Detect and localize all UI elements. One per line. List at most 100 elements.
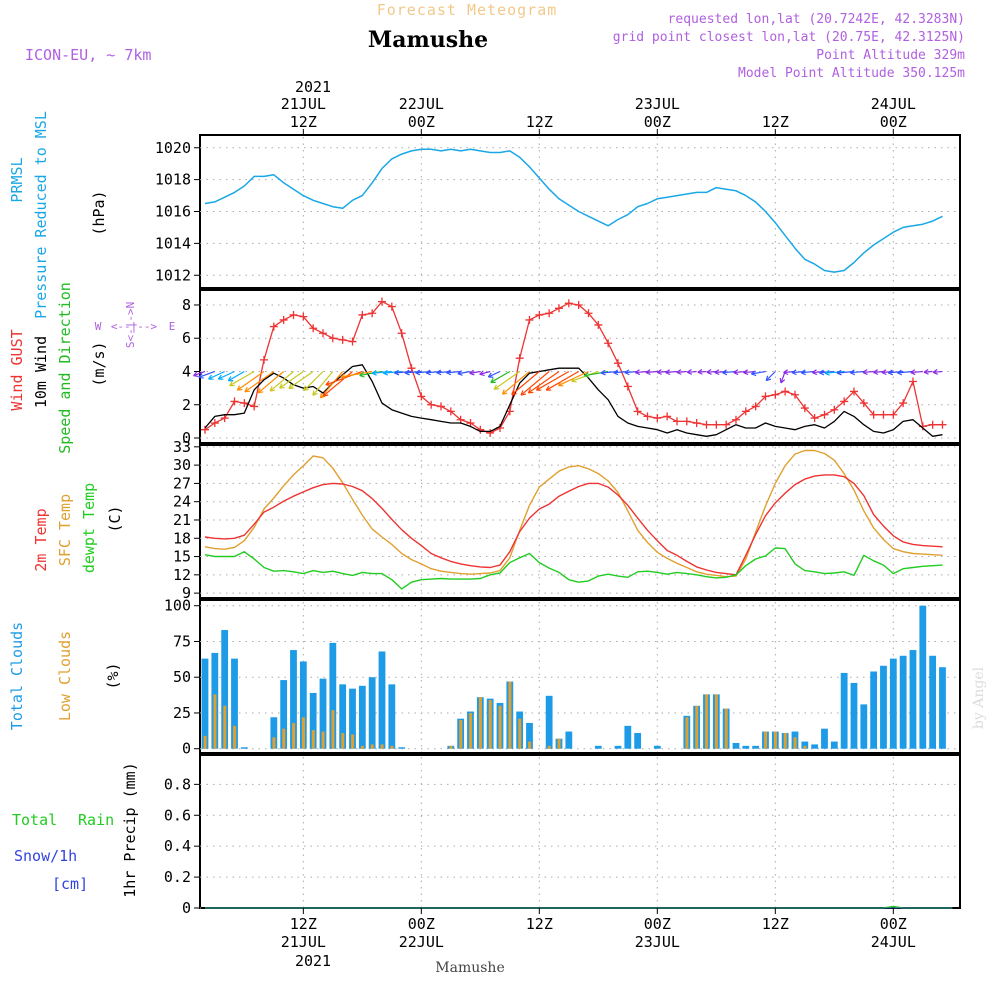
total-cloud-bar	[919, 605, 927, 749]
wind-dir-arrow	[237, 370, 265, 391]
wind-dir-arrowhead	[836, 369, 842, 376]
wind-dir-arrow	[303, 371, 324, 391]
gust-marker	[938, 420, 947, 429]
top-day-label: 23JUL	[635, 95, 680, 113]
wind-dir-arrowhead	[765, 375, 772, 382]
wind-dir-arrow	[812, 370, 825, 374]
gust-marker	[859, 399, 868, 408]
low-cloud-bar	[282, 728, 286, 749]
bottom-day-label: 24JUL	[871, 933, 916, 951]
y-tick-label: 1016	[155, 203, 191, 221]
gust-marker	[574, 300, 583, 309]
gust-marker	[269, 322, 278, 331]
wind-dir-arrow	[687, 370, 697, 373]
wind-dir-arrow	[208, 370, 225, 380]
wind-dir-arrowhead	[446, 369, 452, 376]
low-cloud-bar	[203, 735, 207, 749]
wind-dir-arrow	[897, 370, 914, 374]
total-cloud-bar	[349, 688, 356, 749]
wind-dir-arrowhead	[613, 369, 619, 376]
wind-panel-frame	[199, 289, 961, 444]
gust-marker	[820, 410, 829, 419]
cloud-label-low: Low Clouds	[56, 631, 74, 721]
low-cloud-bar	[803, 745, 807, 749]
wind-dir-arrowhead	[751, 370, 757, 377]
wind-dir-arrow	[198, 370, 216, 378]
total-cloud-bar	[830, 741, 838, 749]
wind-dir-arrowhead	[706, 369, 712, 375]
wind-dir-arrow	[545, 370, 579, 391]
wind-dir-arrow	[257, 371, 285, 394]
precip-unit: 1hr Precip (mm)	[121, 762, 139, 897]
low-cloud-bar	[292, 722, 296, 749]
wind-dir-arrow	[479, 370, 491, 375]
wind-dir-arrow	[657, 370, 668, 373]
total-cloud-bar	[299, 661, 307, 749]
gust-marker	[407, 364, 416, 373]
top-day-label: 24JUL	[871, 95, 916, 113]
low-cloud-bar	[793, 737, 797, 749]
gust-marker	[328, 334, 337, 343]
wind-dir-arrow	[801, 370, 815, 374]
y-tick-label: 4	[182, 362, 191, 380]
wind-dir-arrowhead	[849, 369, 856, 376]
gust-marker	[368, 309, 377, 318]
temp-label-2m: 2m Temp	[32, 508, 50, 571]
bottom-hour-label: 00Z	[408, 915, 435, 933]
requested-coords: requested lon,lat (20.7242E, 42.3283N)	[668, 12, 965, 27]
wind-dir-arrow	[383, 370, 402, 374]
gust-marker	[250, 402, 259, 411]
gust-marker	[810, 414, 819, 423]
y-tick-label: 21	[173, 511, 191, 529]
wind-dir-arrow	[751, 370, 766, 375]
gust-marker	[908, 377, 917, 386]
bottom-hour-label: 00Z	[880, 915, 907, 933]
y-tick-label: 1012	[155, 266, 191, 284]
wind-dir-arrow	[469, 370, 481, 374]
wind-dir-arrow	[493, 370, 521, 390]
compass-ns-arrows: S<-|->N	[124, 302, 137, 348]
wind-dir-arrowhead	[193, 371, 199, 378]
total-cloud-bar	[388, 684, 396, 749]
y-tick-label: 27	[173, 474, 191, 492]
wind-dir-arrow	[312, 371, 334, 396]
y-tick-label: 1018	[155, 171, 191, 189]
wind-dir-arrowhead	[779, 377, 786, 384]
wind-dir-arrow	[888, 370, 904, 374]
temp-label-sfc: SFC Temp	[56, 494, 74, 566]
wind-dir-arrowhead	[501, 389, 508, 395]
total-cloud-bar	[929, 655, 937, 749]
wind-dir-arrowhead	[923, 368, 929, 375]
temperature-series	[204, 449, 943, 590]
total-cloud-bar	[358, 685, 366, 749]
model-altitude: Model Point Altitude 350.125m	[738, 66, 965, 81]
wind-dir-arrow	[511, 371, 540, 396]
gust-marker	[722, 420, 731, 429]
low-cloud-bar	[370, 744, 374, 749]
gust-marker	[702, 420, 711, 429]
wind-dir-arrowhead	[511, 389, 517, 396]
wind-dir-arrowhead	[665, 369, 671, 376]
gust-marker	[387, 302, 396, 311]
gust-marker	[869, 410, 878, 419]
wind-dir-arrowhead	[322, 391, 329, 397]
gust-marker	[849, 387, 858, 396]
low-cloud-bar	[528, 741, 532, 749]
top-day-label: 21JUL	[281, 95, 326, 113]
product-title: Forecast Meteogram	[377, 1, 558, 19]
gust-marker	[220, 414, 229, 423]
top-hour-label: 12Z	[526, 113, 553, 131]
pressure-line	[204, 148, 943, 273]
gust-marker	[672, 417, 681, 426]
wind-dir-arrowhead	[288, 383, 294, 390]
low-cloud-bar	[272, 737, 276, 749]
wind-dir-arrowhead	[862, 369, 868, 375]
gust-marker	[230, 397, 239, 406]
low-cloud-bar	[508, 681, 512, 749]
total-cloud-bar	[201, 658, 209, 749]
wind-dir-arrowhead	[624, 369, 630, 376]
gust-marker	[623, 382, 632, 391]
wind-dir-arrowhead	[359, 371, 365, 378]
wind-dir-arrowhead	[811, 369, 818, 376]
